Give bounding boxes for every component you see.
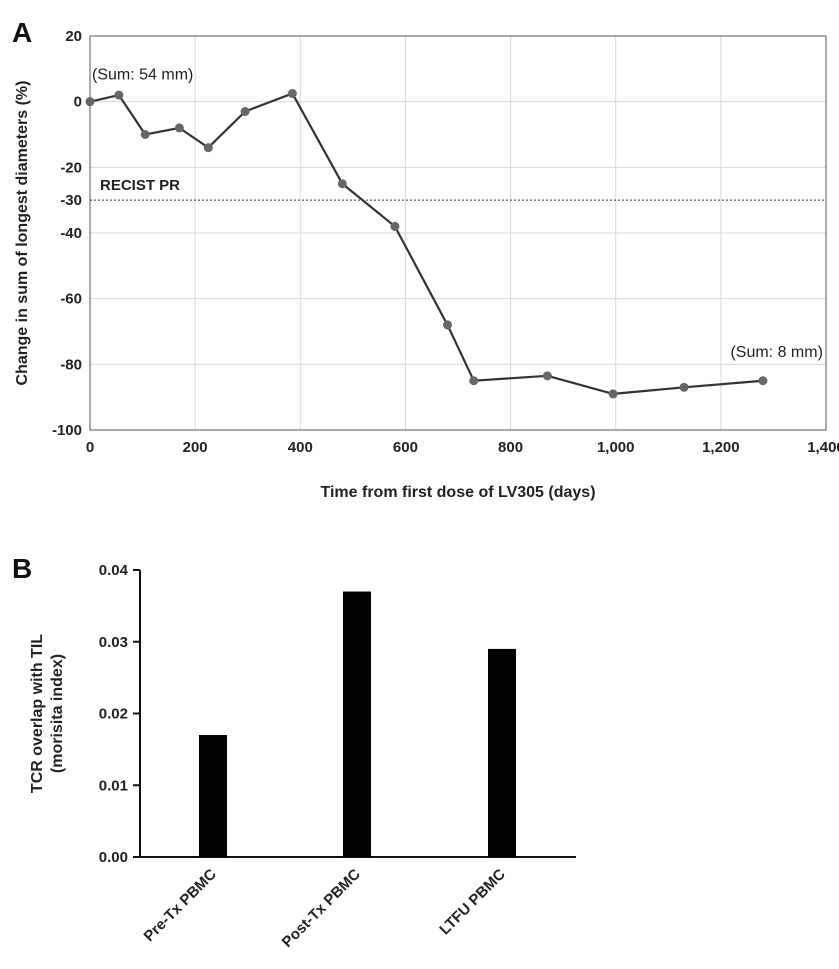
panel-a-y-tick-label: -100 <box>52 422 82 439</box>
panel-a-line-chart: A RECIST PR 200-20-30-40-60-80-100 0 200 4… <box>12 17 839 501</box>
tumor-change-line <box>89 92 764 395</box>
panel-a-letter: A <box>12 17 32 48</box>
data-point <box>287 88 297 98</box>
bar <box>343 591 371 857</box>
panel-a-x-tick-label: 0 <box>86 439 94 456</box>
data-point <box>114 90 124 100</box>
panel-a-y-axis-title: Change in sum of longest diameters (%) <box>14 81 31 386</box>
annotation-sum-start: (Sum: 54 mm) <box>92 67 193 84</box>
panel-a-x-tick-label: 1,200 <box>702 439 740 456</box>
panel-b-y-tick-label: 0.01 <box>99 777 128 794</box>
recist-pr-label: RECIST PR <box>100 177 180 194</box>
panel-a-y-tick-labels: 20 0 -20 -30 -40 -60 -80 -100 <box>52 28 82 439</box>
panel-a-x-tick-label: 400 <box>288 439 313 456</box>
panel-b-y-axis-subtitle: (morisita index) <box>49 654 66 773</box>
panel-a-x-tick-label: 1,000 <box>597 439 635 456</box>
panel-b-y-axis-title: TCR overlap with TIL <box>29 634 46 793</box>
data-point <box>679 382 689 392</box>
data-point <box>174 123 184 133</box>
data-point <box>442 320 452 330</box>
panel-a-x-tick-label: 800 <box>498 439 523 456</box>
panel-b-x-tick-label: Pre-Tx PBMC <box>141 866 220 945</box>
panel-b-letter: B <box>12 553 32 584</box>
bar <box>199 735 227 857</box>
annotation-sum-end: (Sum: 8 mm) <box>730 344 822 361</box>
data-point <box>240 107 250 117</box>
bar <box>488 648 516 857</box>
data-point <box>85 97 95 107</box>
panel-a-x-axis-title: Time from first dose of LV305 (days) <box>320 484 595 501</box>
panel-a-x-tick-label: 200 <box>183 439 208 456</box>
panel-b-x-tick-label: Post-Tx PBMC <box>279 866 364 951</box>
panel-b-y-tick-label: 0.00 <box>99 849 128 866</box>
tumor-change-points <box>85 88 768 399</box>
panel-a-y-tick-label: -80 <box>60 356 82 373</box>
panel-a-grid <box>89 35 827 431</box>
data-point <box>608 389 618 399</box>
data-point <box>203 143 213 153</box>
panel-a-y-tick-label: 0 <box>74 94 82 111</box>
panel-b-x-tick-labels: Pre-Tx PBMC Post-Tx PBMC LTFU PBMC <box>141 866 509 951</box>
panel-a-y-tick-label: -20 <box>60 159 82 176</box>
panel-a-y-tick-label: -40 <box>60 225 82 242</box>
data-point <box>337 179 347 189</box>
panel-b-y-tick-label: 0.02 <box>99 706 128 723</box>
panel-b-y-tick-label: 0.04 <box>99 562 129 579</box>
panel-b-bar-chart: B 0.00 0.01 0.02 0.03 0.04 Pre-Tx PBMC Post-T… <box>12 553 576 951</box>
panel-a-x-tick-label: 1,400 <box>807 439 839 456</box>
data-point <box>542 371 552 381</box>
panel-a-x-tick-labels: 0 200 400 600 800 1,000 1,200 1,400 <box>86 439 839 456</box>
panel-a-y-tick-label: -60 <box>60 291 82 308</box>
panel-b-y-tick-label: 0.03 <box>99 634 128 651</box>
panel-a-y-tick-label: -30 <box>60 192 82 209</box>
panel-a-y-tick-label: 20 <box>65 28 82 45</box>
data-point <box>469 376 479 386</box>
data-point <box>140 130 150 139</box>
panel-a-x-tick-label: 600 <box>393 439 418 456</box>
panel-a-plot-frame <box>89 35 827 431</box>
data-point <box>758 376 768 386</box>
panel-b-y-ticks: 0.00 0.01 0.02 0.03 0.04 <box>99 562 140 866</box>
data-point <box>390 221 400 231</box>
panel-b-x-tick-label: LTFU PBMC <box>436 866 509 939</box>
panel-b-bars <box>199 591 516 857</box>
